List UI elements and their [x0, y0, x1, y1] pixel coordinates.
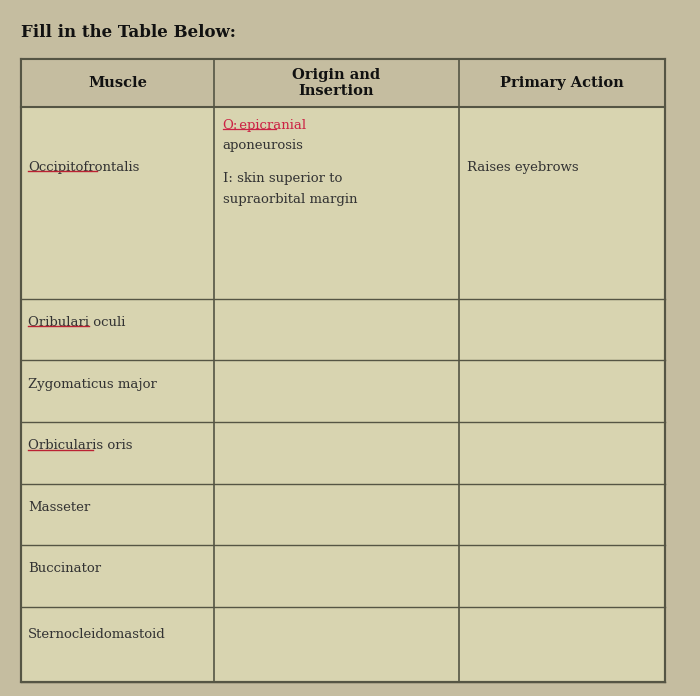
Text: Buccinator: Buccinator — [28, 562, 101, 576]
Text: aponeurosis: aponeurosis — [223, 139, 304, 152]
Text: Origin and
Insertion: Origin and Insertion — [293, 68, 381, 98]
Text: Sternocleidomastoid: Sternocleidomastoid — [28, 628, 166, 641]
Bar — [21, 59, 665, 107]
Text: O:: O: — [223, 118, 238, 132]
Text: Primary Action: Primary Action — [500, 76, 624, 90]
Text: Occipitofrontalis: Occipitofrontalis — [28, 161, 139, 174]
Bar — [21, 59, 665, 682]
Text: Masseter: Masseter — [28, 501, 90, 514]
Text: Fill in the Table Below:: Fill in the Table Below: — [21, 24, 236, 41]
Text: Orbicularis oris: Orbicularis oris — [28, 439, 132, 452]
Text: Zygomaticus major: Zygomaticus major — [28, 378, 157, 390]
Text: epicranial: epicranial — [235, 118, 307, 132]
Text: Muscle: Muscle — [88, 76, 147, 90]
Text: supraorbital margin: supraorbital margin — [223, 193, 357, 206]
Text: Raises eyebrows: Raises eyebrows — [468, 161, 579, 174]
Text: Oribulari oculi: Oribulari oculi — [28, 316, 125, 329]
Text: I: skin superior to: I: skin superior to — [223, 172, 342, 185]
